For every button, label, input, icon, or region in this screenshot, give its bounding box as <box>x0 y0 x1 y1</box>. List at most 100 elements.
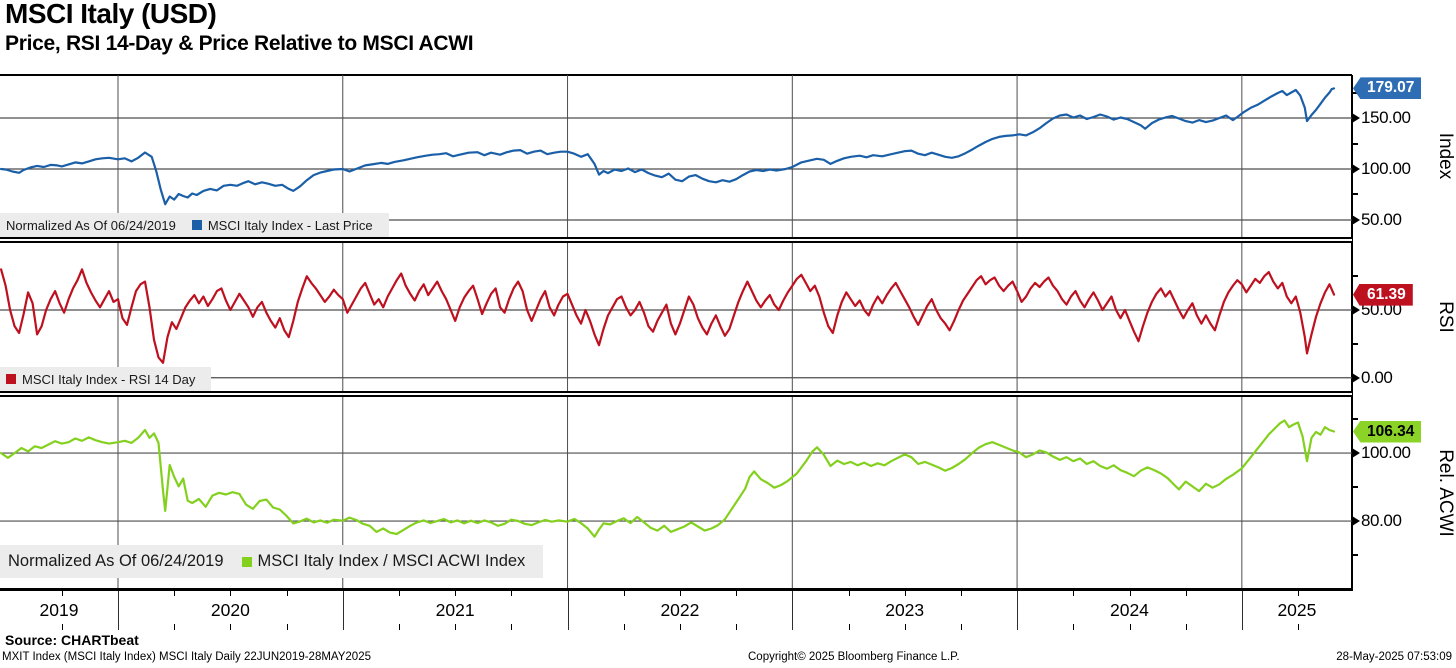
rsi-legend-item[interactable]: MSCI Italy Index - RSI 14 Day <box>6 372 195 387</box>
quarter-tick <box>399 624 400 630</box>
axis-minor-tick <box>1352 142 1358 145</box>
quarter-tick <box>61 591 63 596</box>
panel-separator <box>0 391 1352 397</box>
quarter-tick <box>511 624 513 630</box>
year-divider <box>1241 591 1243 630</box>
year-label: 2019 <box>39 600 79 620</box>
relative-ytick-label: 80.00 <box>1361 511 1402 531</box>
copyright-notice: Copyright© 2025 Bloomberg Finance L.P. <box>748 651 960 663</box>
axis-minor-tick <box>1352 418 1358 421</box>
quarter-tick <box>679 624 681 630</box>
quarter-tick <box>960 591 962 596</box>
plot-top-border <box>0 74 1352 76</box>
quarter-tick <box>230 591 232 596</box>
year-label: 2024 <box>1109 600 1149 620</box>
price-legend-swatch-icon <box>191 220 202 230</box>
year-divider <box>567 591 569 630</box>
price-last-value-flag[interactable]: 179.07 <box>1353 77 1422 100</box>
price-axis-title: Index <box>1435 132 1456 180</box>
year-label: 2021 <box>435 600 475 620</box>
axis-minor-tick <box>1352 275 1358 278</box>
quarter-tick <box>960 624 962 630</box>
year-divider <box>792 591 794 630</box>
axis-tick-arrow-icon <box>1352 372 1360 383</box>
quarter-tick <box>1073 591 1075 596</box>
page-title: MSCI Italy (USD) <box>5 0 217 29</box>
year-label: 2023 <box>885 600 925 620</box>
rsi-chart-canvas[interactable] <box>0 243 1352 391</box>
quarter-tick <box>679 591 681 596</box>
quarter-tick <box>455 624 457 630</box>
year-label: 2020 <box>210 600 250 620</box>
axis-minor-tick <box>1352 193 1358 196</box>
axis-minor-tick <box>1352 91 1358 94</box>
rsi-ytick-label: 0.00 <box>1361 367 1393 387</box>
axis-minor-tick <box>1352 486 1358 489</box>
axis-tick-arrow-icon <box>1352 516 1360 527</box>
right-axis-column: 150.00 100.00 50.00 179.07 Index 50.00 0.00 61.… <box>1352 0 1456 668</box>
relative-legend-item[interactable]: MSCI Italy Index / MSCI ACWI Index <box>241 552 525 571</box>
axis-tick-arrow-icon <box>1352 163 1360 174</box>
axis-tick-arrow-icon <box>1352 214 1360 225</box>
price-series-line <box>0 87 1336 206</box>
quarter-tick <box>286 624 288 630</box>
right-axis-line <box>1351 75 1353 591</box>
relative-legend[interactable]: Normalized As Of 06/24/2019 MSCI Italy In… <box>0 545 544 578</box>
x-axis-line <box>0 588 1352 591</box>
rsi-last-value-flag[interactable]: 61.39 <box>1353 283 1413 306</box>
year-divider <box>1017 591 1019 630</box>
quarter-tick <box>61 624 63 630</box>
rsi-panel[interactable]: MSCI Italy Index - RSI 14 Day <box>0 243 1352 391</box>
price-normalized-note: Normalized As Of 06/24/2019 <box>6 217 176 233</box>
quarter-tick <box>1298 624 1299 630</box>
quarter-tick <box>1185 591 1187 596</box>
quarter-tick <box>623 624 625 630</box>
quarter-tick <box>736 591 738 596</box>
quarter-tick <box>286 591 288 596</box>
price-legend-label: MSCI Italy Index - Last Price <box>207 217 373 233</box>
relative-panel[interactable]: Normalized As Of 06/24/2019 MSCI Italy In… <box>0 397 1352 588</box>
price-panel[interactable]: Normalized As Of 06/24/2019 MSCI Italy In… <box>0 75 1352 237</box>
print-timestamp: 28-May-2025 07:53:09 <box>1336 651 1452 663</box>
relative-last-value-flag[interactable]: 106.34 <box>1353 420 1422 443</box>
quarter-tick <box>623 591 625 596</box>
relative-normalized-note: Normalized As Of 06/24/2019 <box>8 552 224 570</box>
quarter-tick <box>174 591 176 596</box>
quarter-tick <box>1129 591 1131 596</box>
relative-series-line <box>0 419 1336 538</box>
rsi-series-line <box>0 268 1336 364</box>
rsi-legend-label: MSCI Italy Index - RSI 14 Day <box>22 371 196 387</box>
quarter-tick <box>511 591 513 596</box>
relative-chart-canvas[interactable] <box>0 397 1352 588</box>
quarter-tick <box>399 591 400 596</box>
year-label: 2022 <box>660 600 700 620</box>
quarter-tick <box>736 624 738 630</box>
year-divider <box>342 591 344 630</box>
x-axis-band: 2019 2020 2021 2022 2023 2024 2025 <box>0 591 1456 630</box>
price-ytick-label: 100.00 <box>1361 158 1411 178</box>
relative-axis-title: Rel. ACWI <box>1435 448 1456 537</box>
rsi-axis-title: RSI <box>1435 301 1456 333</box>
quarter-tick <box>455 591 457 596</box>
price-legend-item[interactable]: MSCI Italy Index - Last Price <box>191 217 373 233</box>
quarter-tick <box>848 591 850 596</box>
relative-legend-swatch-icon <box>241 556 252 567</box>
price-legend[interactable]: Normalized As Of 06/24/2019 MSCI Italy In… <box>0 213 389 237</box>
quarter-tick <box>1073 624 1075 630</box>
plot-area[interactable]: Normalized As Of 06/24/2019 MSCI Italy In… <box>0 75 1353 591</box>
quarter-tick <box>904 624 906 630</box>
price-ytick-label: 50.00 <box>1361 209 1402 229</box>
quarter-tick <box>174 624 176 630</box>
panel-separator <box>0 237 1352 243</box>
axis-tick-arrow-icon <box>1352 448 1360 459</box>
axis-tick-arrow-icon <box>1352 113 1360 124</box>
quarter-tick <box>230 624 232 630</box>
axis-tick-arrow-icon <box>1352 305 1360 316</box>
axis-minor-tick <box>1352 554 1358 557</box>
price-ytick-label: 150.00 <box>1361 108 1411 128</box>
rsi-legend[interactable]: MSCI Italy Index - RSI 14 Day <box>0 367 212 391</box>
rsi-legend-swatch-icon <box>6 374 16 384</box>
quarter-tick <box>904 591 906 596</box>
quarter-tick <box>1129 624 1131 630</box>
